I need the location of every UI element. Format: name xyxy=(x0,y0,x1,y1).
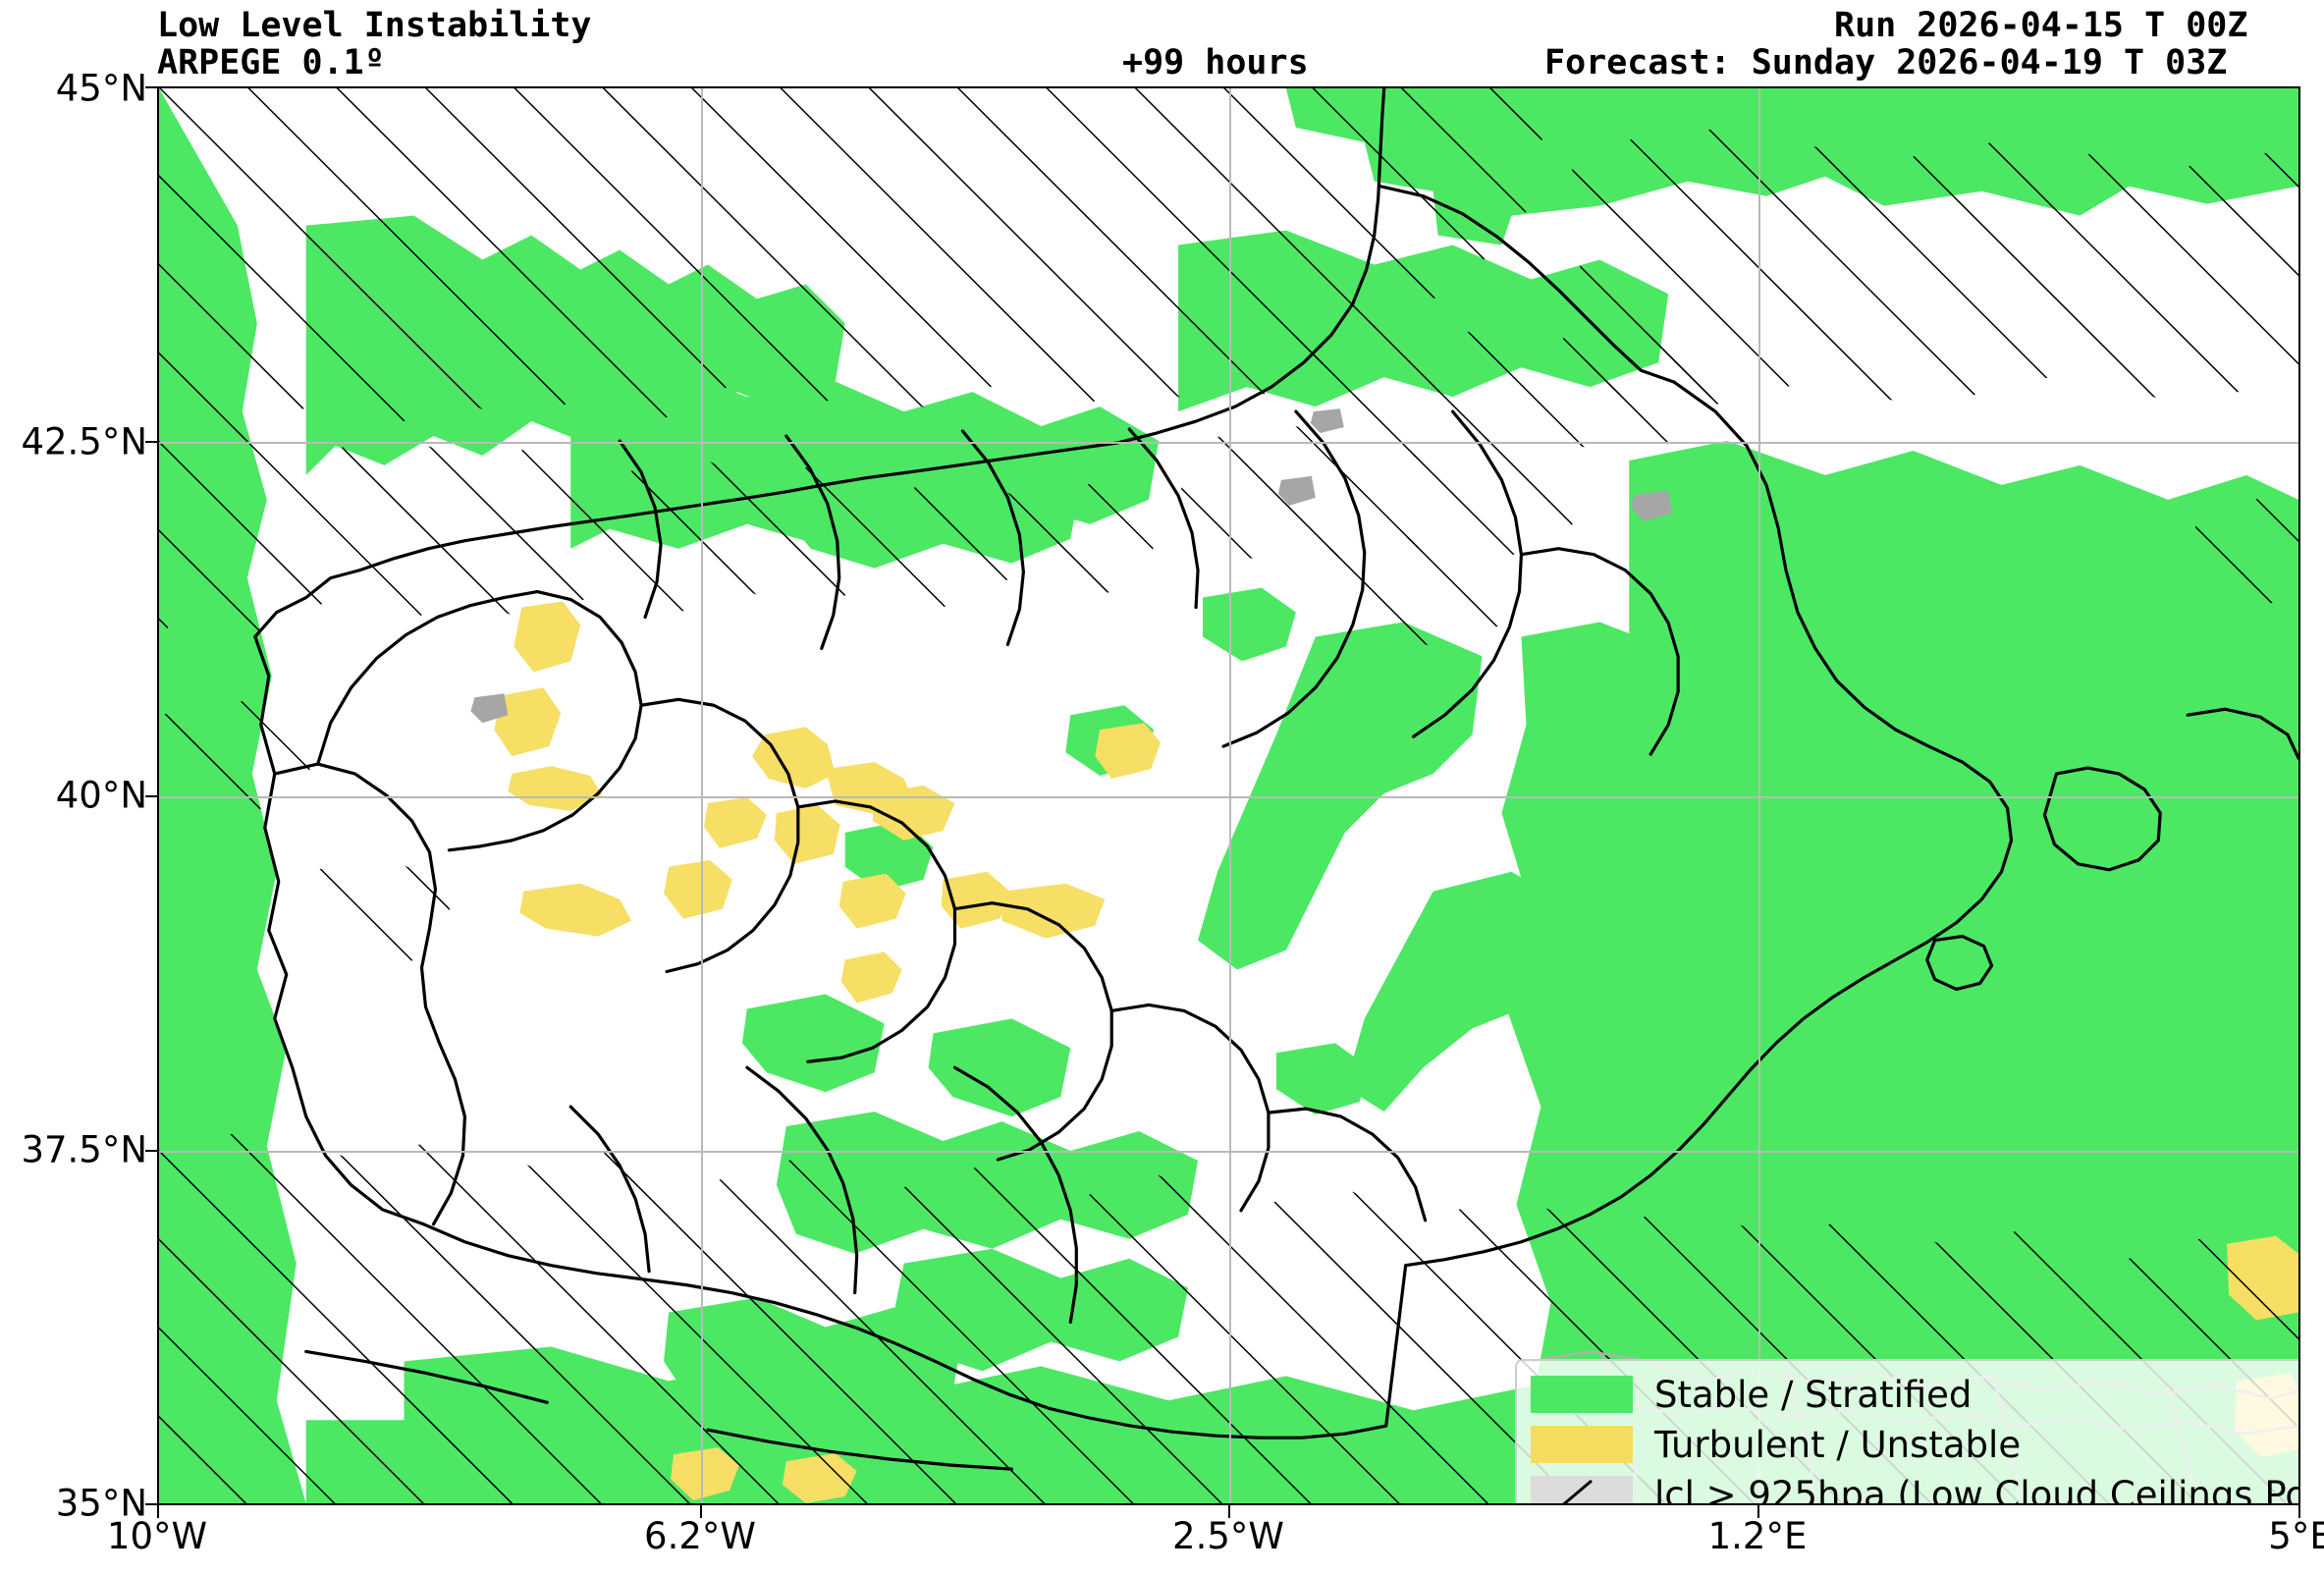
y-tickmark-40n xyxy=(145,795,159,797)
hatch-icon xyxy=(1562,1479,1593,1503)
model-label: ARPEGE 0.1º xyxy=(157,43,385,82)
lead-time-label: +99 hours xyxy=(1122,43,1309,82)
x-tickmark-5e xyxy=(2298,1505,2300,1518)
coastline-and-borders xyxy=(253,88,2298,1471)
legend-label-turbulent-unstable: Turbulent / Unstable xyxy=(1654,1423,2022,1466)
y-tick-label-42-5n: 42.5°N xyxy=(21,420,147,463)
x-tick-label-10w: 10°W xyxy=(106,1515,208,1557)
legend-label-lcl-925hpa: lcl > 925hpa (Low Cloud Ceilings Possibl… xyxy=(1654,1473,2298,1505)
gridline-lon-6-2w xyxy=(701,88,703,1503)
run-timestamp-label: Run 2026-04-15 T 00Z xyxy=(1834,6,2248,45)
x-tickmark-10w xyxy=(157,1505,159,1518)
forecast-valid-label: Forecast: Sunday 2026-04-19 T 03Z xyxy=(1544,43,2228,82)
gridline-lon-2-5w xyxy=(1229,88,1231,1503)
y-tickmark-35n xyxy=(145,1503,159,1505)
legend-label-stable-stratified: Stable / Stratified xyxy=(1654,1373,1973,1416)
legend-swatch-lcl-925hpa xyxy=(1531,1476,1633,1503)
x-tickmark-6-2w xyxy=(700,1505,702,1518)
x-tickmark-2-5w xyxy=(1228,1505,1230,1518)
y-tickmark-45n xyxy=(145,86,159,88)
legend-item-lcl-925hpa[interactable]: lcl > 925hpa (Low Cloud Ceilings Possibl… xyxy=(1531,1471,2298,1505)
x-tickmark-1-2e xyxy=(1757,1505,1759,1518)
x-tick-label-6-2w: 6.2°W xyxy=(644,1515,756,1557)
legend-swatch-stable-stratified xyxy=(1531,1376,1633,1413)
legend-swatch-turbulent-unstable xyxy=(1531,1426,1633,1463)
x-tick-label-1-2e: 1.2°E xyxy=(1707,1515,1808,1557)
legend-item-stable-stratified[interactable]: Stable / Stratified xyxy=(1531,1371,2298,1418)
gridline-lon-1-2e xyxy=(1758,88,1760,1503)
legend-item-turbulent-unstable[interactable]: Turbulent / Unstable xyxy=(1531,1421,2298,1468)
gridline-lat-37-5 xyxy=(159,1151,2298,1153)
map-plot-area[interactable]: Stable / Stratified Turbulent / Unstable… xyxy=(157,86,2300,1505)
gridline-lat-42-5 xyxy=(159,442,2298,444)
y-tick-label-40n: 40°N xyxy=(55,774,147,817)
gridline-lat-40 xyxy=(159,796,2298,798)
y-tick-label-35n: 35°N xyxy=(55,1482,147,1525)
y-tick-label-37-5n: 37.5°N xyxy=(21,1128,147,1171)
y-tick-label-45n: 45°N xyxy=(55,67,147,110)
map-legend[interactable]: Stable / Stratified Turbulent / Unstable… xyxy=(1515,1359,2298,1505)
x-tick-label-5e: 5°E xyxy=(2268,1515,2324,1557)
y-tickmark-42-5n xyxy=(145,441,159,443)
x-tick-label-2-5w: 2.5°W xyxy=(1172,1515,1284,1557)
page-title: Low Level Instability xyxy=(157,6,592,45)
y-tickmark-37-5n xyxy=(145,1150,159,1152)
